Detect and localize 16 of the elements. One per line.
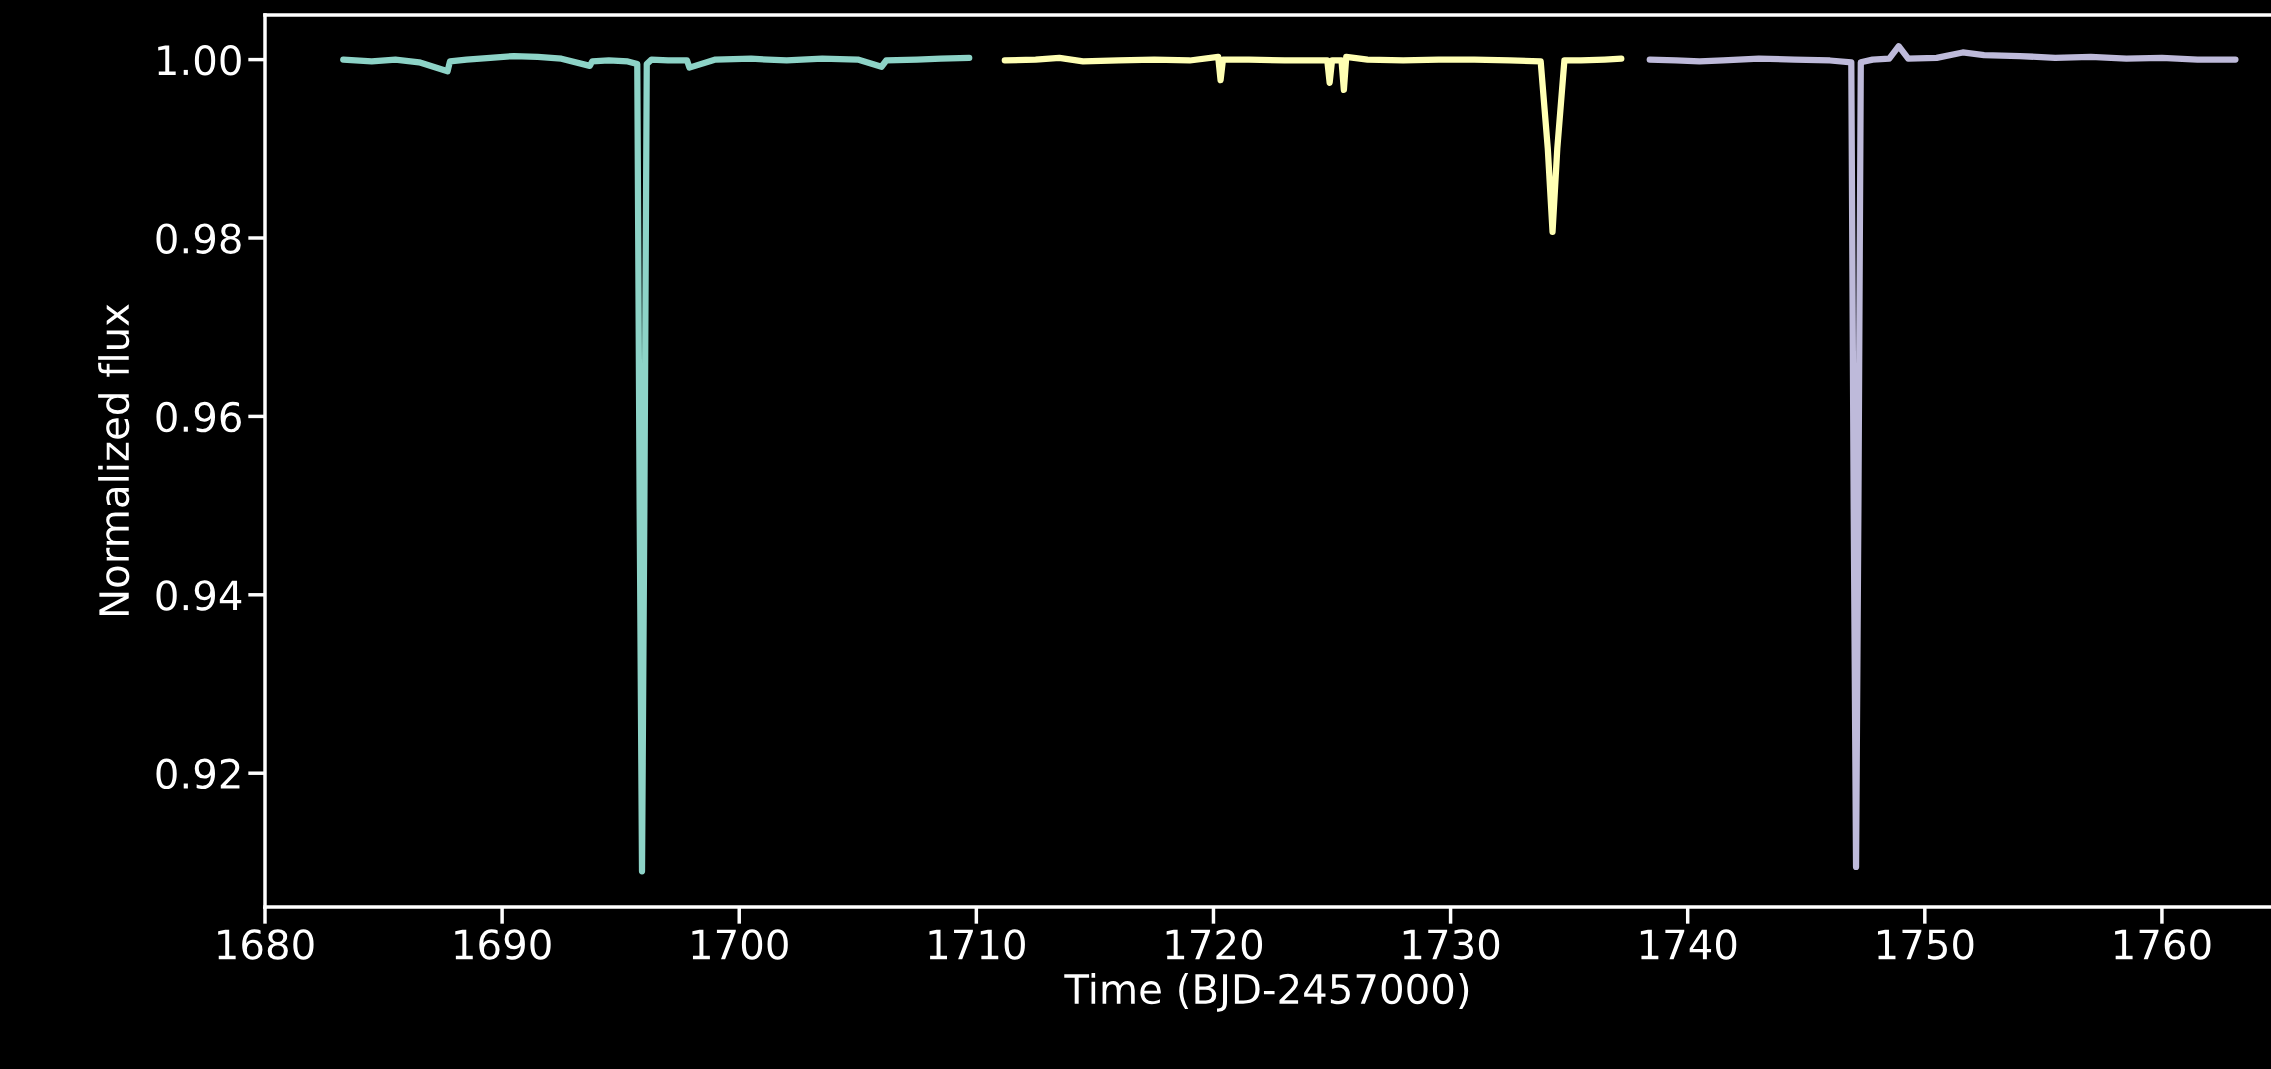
y-tick-label: 0.92 xyxy=(156,758,240,790)
y-axis-title: Normalized flux xyxy=(98,304,130,616)
x-tick-label: 1710 xyxy=(929,929,1025,960)
y-tick-label: 0.96 xyxy=(156,401,241,433)
x-tick-label: 1690 xyxy=(455,929,551,960)
x-tick-label: 1760 xyxy=(2115,929,2211,960)
y-tick-label: 0.98 xyxy=(156,223,241,254)
y-tick-label: 0.94 xyxy=(156,580,242,611)
y-tick-label: 1.00 xyxy=(158,45,241,76)
x-tick-label: 1700 xyxy=(692,929,788,960)
x-tick-label: 1680 xyxy=(218,929,314,960)
x-tick-label: 1740 xyxy=(1640,929,1737,960)
x-tick-label: 1750 xyxy=(1877,929,1974,960)
x-axis-title: Time (BJD-2457000) xyxy=(1064,973,1469,1012)
x-tick-label: 1720 xyxy=(1166,929,1263,960)
x-tick-label: 1730 xyxy=(1403,929,1500,960)
